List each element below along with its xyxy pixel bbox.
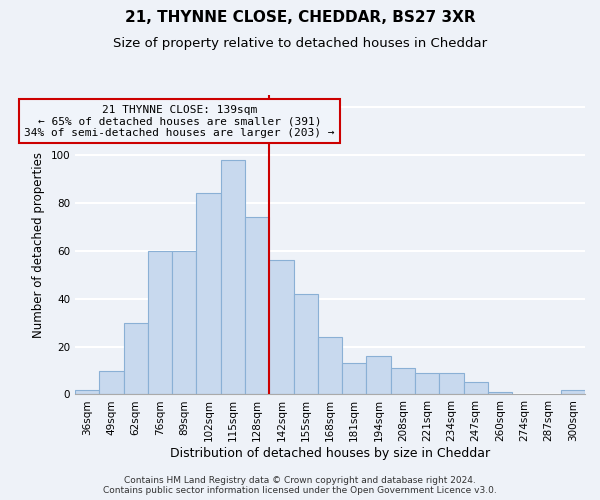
Bar: [488, 392, 512, 394]
Bar: [367, 356, 391, 395]
Bar: [172, 250, 196, 394]
Bar: [196, 193, 221, 394]
Bar: [464, 382, 488, 394]
Text: Size of property relative to detached houses in Cheddar: Size of property relative to detached ho…: [113, 38, 487, 51]
Bar: [124, 322, 148, 394]
Y-axis label: Number of detached properties: Number of detached properties: [32, 152, 45, 338]
Bar: [342, 364, 367, 394]
Text: 21 THYNNE CLOSE: 139sqm
← 65% of detached houses are smaller (391)
34% of semi-d: 21 THYNNE CLOSE: 139sqm ← 65% of detache…: [24, 104, 335, 138]
Bar: [439, 373, 464, 394]
Bar: [75, 390, 100, 394]
Bar: [148, 250, 172, 394]
Text: Contains HM Land Registry data © Crown copyright and database right 2024.
Contai: Contains HM Land Registry data © Crown c…: [103, 476, 497, 495]
Bar: [561, 390, 585, 394]
Text: 21, THYNNE CLOSE, CHEDDAR, BS27 3XR: 21, THYNNE CLOSE, CHEDDAR, BS27 3XR: [125, 10, 475, 25]
Bar: [415, 373, 439, 394]
Bar: [245, 217, 269, 394]
Bar: [318, 337, 342, 394]
Bar: [100, 370, 124, 394]
Bar: [221, 160, 245, 394]
Bar: [391, 368, 415, 394]
Bar: [269, 260, 293, 394]
X-axis label: Distribution of detached houses by size in Cheddar: Distribution of detached houses by size …: [170, 447, 490, 460]
Bar: [293, 294, 318, 394]
